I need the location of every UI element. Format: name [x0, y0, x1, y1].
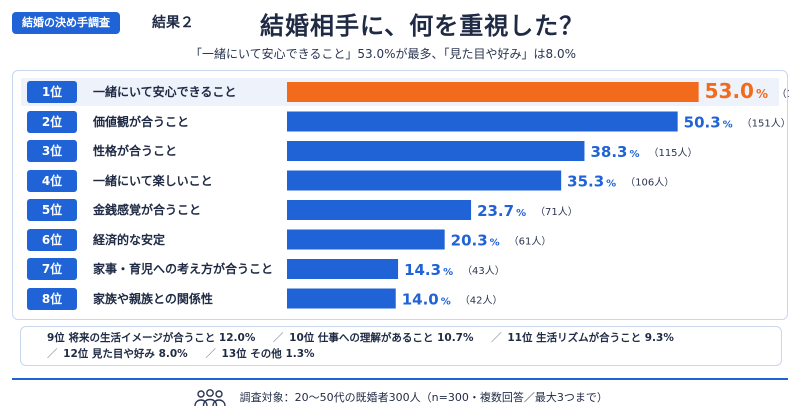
footer-text: 調査対象：20〜50代の既婚者300人（n=300・複数回答／最大3つまで）	[239, 391, 608, 404]
ranking-row: 1位 一緒にいて安心できること	[27, 81, 287, 103]
bar	[287, 111, 678, 132]
value-label: 14.0%	[402, 291, 451, 309]
other-rank-item: 11位 生活リズムが合うこと 9.3%	[507, 332, 674, 344]
footer-divider	[12, 378, 788, 380]
other-rank-item: 13位 その他 1.3%	[221, 348, 315, 360]
separator: ／	[273, 332, 284, 344]
rank-badge: 3位	[27, 140, 77, 162]
separator: ／	[205, 348, 216, 360]
bar	[287, 259, 399, 279]
count-label: （61人）	[509, 236, 552, 248]
bar	[287, 82, 699, 102]
bar	[287, 141, 585, 161]
bar	[287, 288, 396, 309]
category-label: 一緒にいて楽しいこと	[93, 173, 213, 188]
people-icon	[194, 389, 226, 407]
rank-badge: 4位	[27, 169, 77, 192]
count-label: （115人）	[648, 147, 697, 159]
ranking-row: 7位 家事・育児への考え方が合うこと	[27, 258, 287, 280]
category-label: 金銭感覚が合うこと	[93, 203, 202, 217]
ranking-row: 4位 一緒にいて楽しいこと	[27, 169, 287, 192]
ranking-row: 5位 金銭感覚が合うこと	[27, 199, 287, 221]
value-label: 50.3%	[684, 114, 733, 132]
category-label: 家事・育児への考え方が合うこと	[93, 262, 274, 276]
bar	[287, 170, 562, 191]
ranking-row: 8位 家族や親族との関係性	[27, 287, 287, 310]
rank-badge: 7位	[27, 258, 77, 280]
value-label: 38.3%	[590, 143, 639, 161]
value-label: 53.0%	[705, 79, 768, 103]
category-label: 一緒にいて安心できること	[93, 85, 237, 99]
other-rank-item: 9位 将来の生活イメージが合うこと 12.0%	[47, 332, 256, 344]
page-subtitle: 「一緒にいて安心できること」53.0%が最多、「見た目や好み」は8.0%	[190, 47, 577, 61]
page-title: 結婚相手に、何を重視した？	[260, 12, 585, 40]
bar	[287, 200, 472, 220]
rank-badge: 6位	[27, 228, 77, 251]
separator: ／	[47, 348, 58, 360]
rank-badge: 1位	[27, 81, 77, 103]
other-ranks-box: 9位 将来の生活イメージが合うこと 12.0% ／ 10位 仕事への理解があるこ…	[20, 326, 782, 366]
rank-badge: 8位	[27, 287, 77, 310]
category-label: 価値観が合うこと	[93, 114, 190, 129]
survey-tag: 結婚の決め手調査	[12, 12, 120, 34]
other-rank-item: 12位 見た目や好み 8.0%	[63, 348, 188, 360]
other-ranks-line-1: 9位 将来の生活イメージが合うこと 12.0% ／ 10位 仕事への理解があるこ…	[47, 330, 771, 346]
count-label: （159人）	[777, 88, 789, 100]
ranking-row: 2位 価値観が合うこと	[27, 110, 287, 133]
value-label: 20.3%	[451, 232, 500, 250]
count-label: （151人）	[742, 118, 789, 130]
category-label: 性格が合うこと	[93, 144, 178, 158]
count-label: （71人）	[535, 206, 578, 218]
count-label: （106人）	[625, 177, 674, 189]
other-rank-item: 10位 仕事への理解があること 10.7%	[289, 332, 474, 344]
result-label: 結果２	[152, 15, 194, 31]
value-label: 35.3%	[567, 173, 616, 191]
other-ranks-line-2: ／ 12位 見た目や好み 8.0% ／ 13位 その他 1.3%	[47, 346, 771, 362]
value-label: 23.7%	[477, 202, 526, 220]
rank-badge: 5位	[27, 199, 77, 221]
ranking-row: 6位 経済的な安定	[27, 228, 287, 251]
bar	[287, 229, 445, 250]
ranking-panel: 1位 一緒にいて安心できること 2位 価値観が合うこと 3位 性格が合うこと 4位 一緒にいて…	[12, 70, 789, 320]
ranking-row: 3位 性格が合うこと	[27, 140, 287, 162]
separator: ／	[491, 332, 502, 344]
footer: 調査対象：20〜50代の既婚者300人（n=300・複数回答／最大3つまで）	[0, 388, 800, 408]
category-label: 家族や親族との関係性	[93, 291, 213, 306]
value-label: 14.3%	[404, 261, 453, 279]
count-label: （43人）	[462, 265, 505, 277]
rank-badge: 2位	[27, 110, 77, 133]
bar-chart: 53.0% （159人） 50.3% （151人） 38.3% （115人） 35.3% （1…	[287, 79, 789, 309]
count-label: （42人）	[460, 295, 503, 307]
category-label: 経済的な安定	[93, 232, 166, 247]
